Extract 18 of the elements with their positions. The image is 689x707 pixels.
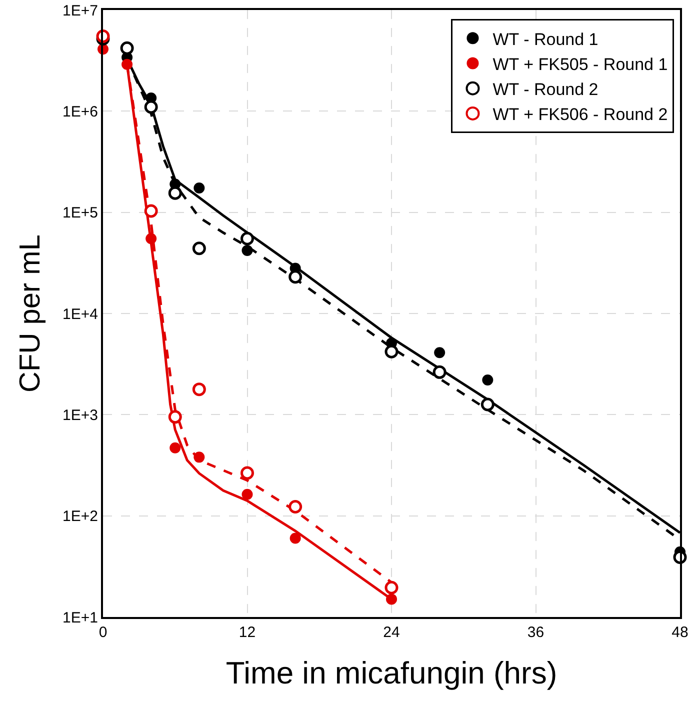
y-tick-label: 1E+7 (62, 2, 98, 20)
x-tick-label: 0 (98, 624, 108, 641)
y-tick-label: 1E+2 (62, 508, 98, 526)
legend-label: WT + FK505 - Round 1 (492, 54, 668, 74)
y-axis-title: CFU per mL (14, 234, 46, 392)
legend-label: WT + FK506 - Round 2 (492, 105, 668, 124)
x-tick-label: 48 (672, 624, 688, 641)
x-axis-title: Time in micafungin (hrs) (226, 656, 558, 691)
y-tick-label: 1E+1 (62, 609, 98, 626)
legend-label: WT - Round 2 (492, 80, 598, 99)
legend-label: WT - Round 1 (492, 30, 598, 49)
y-tick-label: 1E+3 (62, 406, 98, 424)
x-tick-label: 12 (238, 624, 256, 641)
y-tick-label: 1E+5 (62, 204, 98, 222)
y-tick-label: 1E+6 (62, 103, 98, 120)
x-tick-label: 24 (383, 624, 400, 641)
y-tick-label: 1E+4 (62, 306, 98, 323)
x-tick-label: 36 (527, 624, 544, 641)
